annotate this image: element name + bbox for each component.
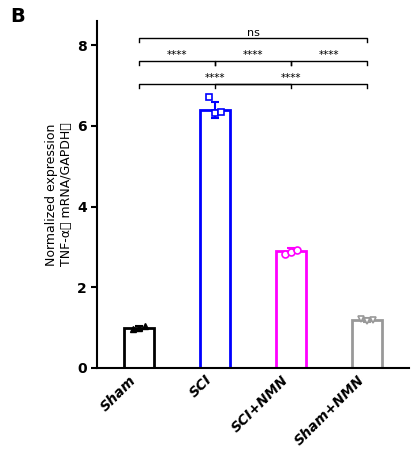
Text: ****: **** bbox=[167, 50, 187, 60]
Bar bbox=[124, 328, 154, 368]
Text: ****: **** bbox=[281, 73, 302, 83]
Text: ****: **** bbox=[243, 50, 263, 60]
Text: ****: **** bbox=[319, 50, 339, 60]
Bar bbox=[276, 251, 306, 368]
Text: ****: **** bbox=[205, 73, 225, 83]
Y-axis label: Normalized expression
TNF-α（ mRNA/GAPDH）: Normalized expression TNF-α（ mRNA/GAPDH） bbox=[45, 122, 73, 266]
Bar bbox=[352, 319, 382, 368]
Text: B: B bbox=[10, 7, 25, 26]
Bar bbox=[200, 110, 230, 368]
Text: ns: ns bbox=[247, 27, 260, 37]
